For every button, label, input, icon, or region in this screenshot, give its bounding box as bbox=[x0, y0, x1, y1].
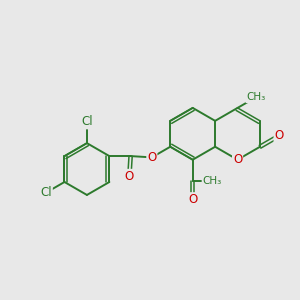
Text: O: O bbox=[188, 193, 197, 206]
Text: Cl: Cl bbox=[81, 116, 93, 128]
Text: CH₃: CH₃ bbox=[202, 176, 222, 186]
Text: O: O bbox=[147, 151, 157, 164]
Text: Cl: Cl bbox=[40, 186, 52, 199]
Text: CH₃: CH₃ bbox=[246, 92, 266, 102]
Text: O: O bbox=[274, 129, 284, 142]
Text: O: O bbox=[233, 153, 242, 166]
Text: O: O bbox=[125, 170, 134, 183]
